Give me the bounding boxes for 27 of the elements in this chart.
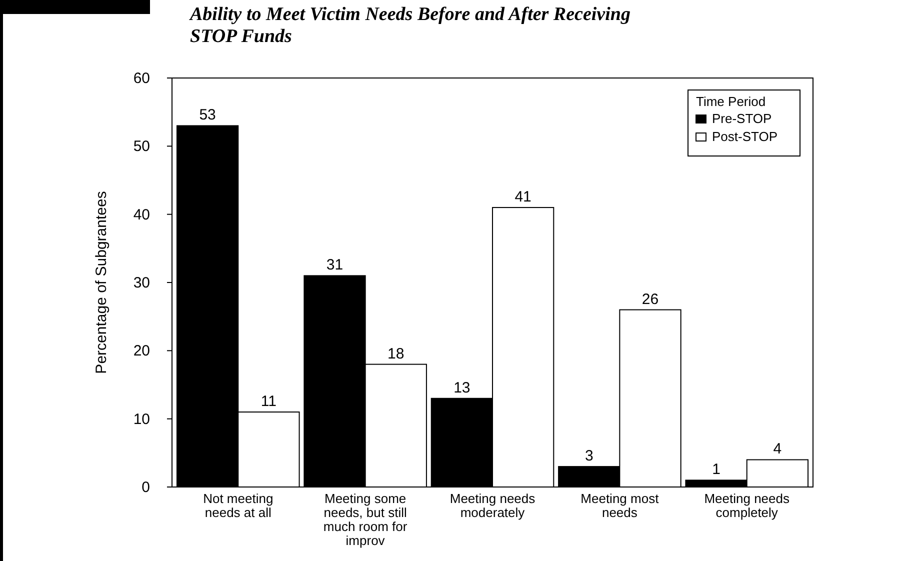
x-tick-label: Meeting needs moderately	[450, 491, 536, 520]
y-tick-label: 30	[133, 274, 150, 292]
x-tick-label: Meeting most needs	[580, 491, 660, 520]
chart-title: Ability to Meet Victim Needs Before and After Receiving STOP Funds	[189, 4, 630, 47]
data-label: 41	[514, 188, 532, 206]
data-label: 31	[326, 256, 344, 274]
data-label: 26	[642, 290, 659, 308]
legend-label: Pre-STOP	[712, 111, 772, 126]
x-tick-label: Meeting needs completely	[704, 491, 790, 520]
y-tick-label: 60	[133, 70, 150, 87]
y-tick-label: 40	[133, 206, 150, 224]
y-tick-label: 10	[133, 410, 150, 428]
data-label: 3	[584, 448, 594, 465]
y-tick-label: 20	[133, 342, 150, 360]
data-label: 4	[773, 440, 782, 458]
data-label: 13	[454, 379, 470, 396]
data-label: 53	[199, 106, 216, 124]
x-tick-label: Not meeting needs at all	[203, 491, 274, 520]
y-axis-title: Percentage of Subgrantees	[93, 191, 110, 374]
y-tick-label: 50	[133, 138, 150, 156]
x-tick-label: Meeting some needs, but still much room for improv	[323, 491, 408, 548]
data-label: 1	[712, 461, 720, 478]
data-label: 18	[388, 345, 404, 362]
data-label: 11	[260, 393, 276, 410]
legend-title: Time Period	[696, 94, 766, 109]
legend-label: Post-STOP	[712, 129, 778, 144]
y-tick-label: 0	[142, 479, 150, 496]
